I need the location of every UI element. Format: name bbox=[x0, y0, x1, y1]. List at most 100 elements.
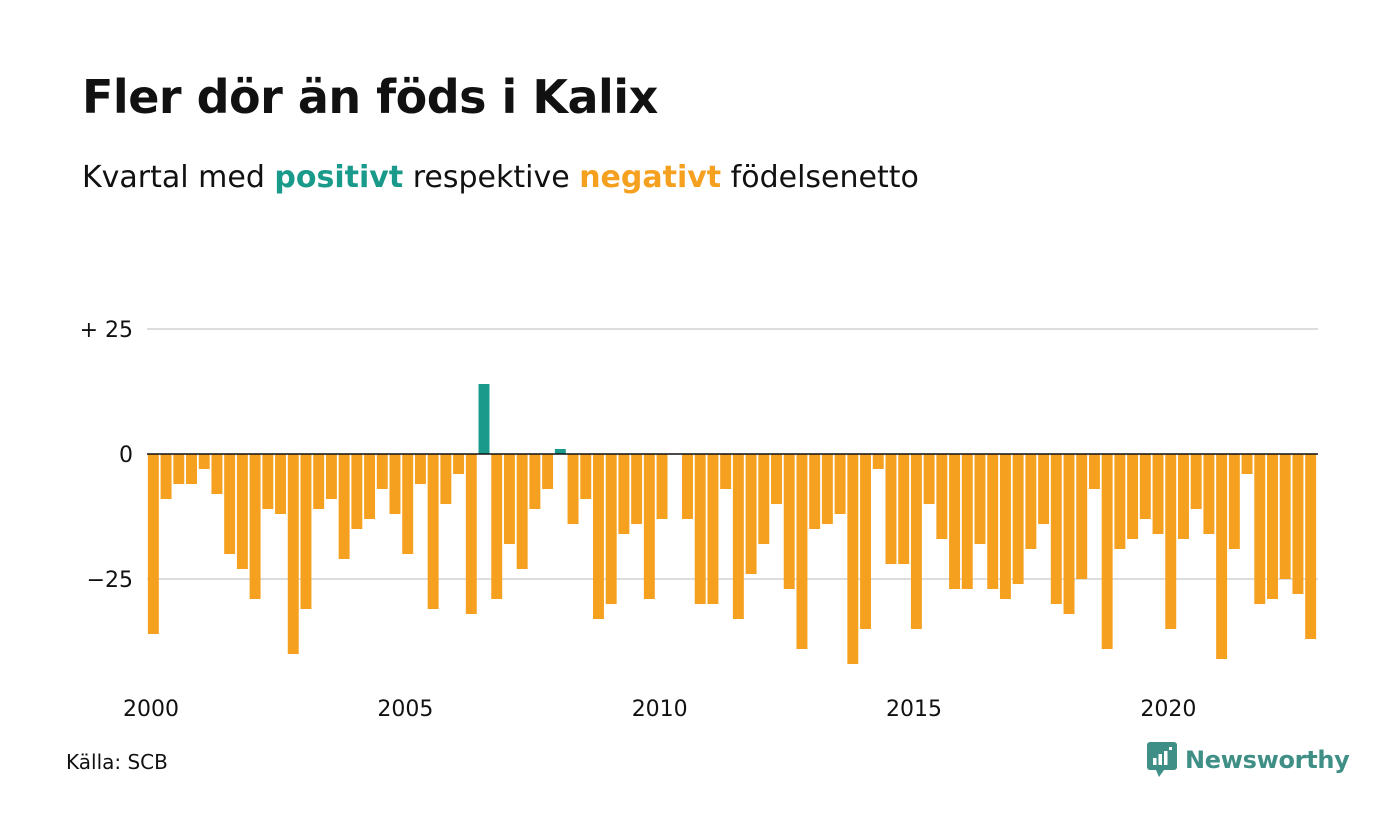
bar bbox=[389, 454, 401, 514]
bar bbox=[1076, 454, 1088, 579]
bar bbox=[1241, 454, 1253, 474]
bar bbox=[809, 454, 821, 529]
bar bbox=[631, 454, 643, 524]
bar bbox=[999, 454, 1011, 599]
bar bbox=[1139, 454, 1151, 519]
x-tick-label: 2005 bbox=[377, 697, 433, 722]
subtitle-positive-word: positivt bbox=[274, 160, 404, 195]
bar bbox=[1305, 454, 1317, 639]
bar bbox=[211, 454, 223, 494]
bars bbox=[147, 384, 1317, 664]
bar bbox=[860, 454, 871, 629]
bar bbox=[491, 454, 503, 599]
bar bbox=[593, 454, 604, 619]
bar bbox=[262, 454, 274, 509]
y-tick-label: 0 bbox=[119, 443, 133, 468]
bar bbox=[821, 454, 833, 524]
bar bbox=[1050, 454, 1062, 604]
bar bbox=[720, 454, 732, 489]
bar bbox=[1178, 454, 1189, 539]
bar bbox=[1152, 454, 1164, 534]
bar bbox=[478, 384, 490, 454]
bar bbox=[224, 454, 236, 554]
bar bbox=[898, 454, 910, 564]
bar bbox=[961, 454, 973, 589]
bar bbox=[923, 454, 935, 504]
bar bbox=[147, 454, 159, 634]
bar bbox=[1228, 454, 1240, 549]
bar bbox=[529, 454, 541, 509]
x-tick-label: 2020 bbox=[1140, 697, 1196, 722]
y-tick-label: −25 bbox=[87, 568, 133, 593]
bar bbox=[173, 454, 185, 484]
x-tick-label: 2000 bbox=[123, 697, 179, 722]
bar bbox=[694, 454, 706, 604]
y-tick-label: + 25 bbox=[80, 318, 133, 343]
x-axis-labels: 2000 2005 2010 2015 2020 bbox=[123, 697, 1196, 722]
bar bbox=[503, 454, 515, 544]
bar bbox=[325, 454, 337, 499]
bar bbox=[236, 454, 248, 569]
bar bbox=[745, 454, 757, 574]
bar bbox=[656, 454, 668, 519]
bar bbox=[287, 454, 299, 654]
bar bbox=[682, 454, 693, 519]
bar bbox=[453, 454, 465, 474]
bar bbox=[1063, 454, 1075, 614]
bar bbox=[783, 454, 795, 589]
bar bbox=[771, 454, 782, 504]
brand-name: Newsworthy bbox=[1185, 746, 1350, 774]
source-note: Källa: SCB bbox=[66, 750, 168, 774]
chart-subtitle: Kvartal med positivt respektive negativt… bbox=[82, 160, 919, 195]
x-tick-label: 2015 bbox=[886, 697, 942, 722]
bar bbox=[707, 454, 719, 604]
bar bbox=[758, 454, 770, 544]
bar bbox=[732, 454, 744, 619]
y-axis-labels: + 25 0 −25 bbox=[80, 318, 133, 593]
bar bbox=[1114, 454, 1126, 549]
bar bbox=[987, 454, 999, 589]
subtitle-text-end: födelsenetto bbox=[721, 160, 919, 195]
bar bbox=[1190, 454, 1202, 509]
bar bbox=[402, 454, 414, 554]
bar bbox=[1038, 454, 1050, 524]
bar bbox=[910, 454, 922, 629]
bar bbox=[872, 454, 884, 469]
bar bbox=[949, 454, 961, 589]
bar bbox=[160, 454, 172, 499]
gridlines bbox=[147, 328, 1318, 580]
newsworthy-logo-icon bbox=[1147, 742, 1177, 777]
bar bbox=[516, 454, 528, 569]
bar bbox=[796, 454, 808, 649]
bar bbox=[580, 454, 592, 499]
x-tick-label: 2010 bbox=[632, 697, 688, 722]
bar bbox=[198, 454, 210, 469]
bar bbox=[1012, 454, 1024, 584]
bar bbox=[1088, 454, 1100, 489]
bar bbox=[376, 454, 388, 489]
bar bbox=[847, 454, 859, 664]
bar bbox=[605, 454, 617, 604]
bar bbox=[1165, 454, 1177, 629]
bar bbox=[567, 454, 579, 524]
bar bbox=[1025, 454, 1037, 549]
bar bbox=[275, 454, 286, 514]
bar bbox=[414, 454, 426, 484]
bar bbox=[249, 454, 261, 599]
bar bbox=[338, 454, 350, 559]
bar bbox=[618, 454, 630, 534]
bar bbox=[1292, 454, 1304, 594]
subtitle-text-start: Kvartal med bbox=[82, 160, 275, 195]
subtitle-negative-word: negativt bbox=[579, 160, 722, 195]
bar bbox=[300, 454, 312, 609]
bar bbox=[465, 454, 477, 614]
bar bbox=[885, 454, 897, 564]
bar bbox=[1101, 454, 1113, 649]
bar bbox=[1254, 454, 1266, 604]
bar bbox=[643, 454, 655, 599]
bar bbox=[364, 454, 376, 519]
newsworthy-brand[interactable]: Newsworthy bbox=[1147, 742, 1350, 778]
bar bbox=[936, 454, 948, 539]
bar bbox=[313, 454, 325, 509]
